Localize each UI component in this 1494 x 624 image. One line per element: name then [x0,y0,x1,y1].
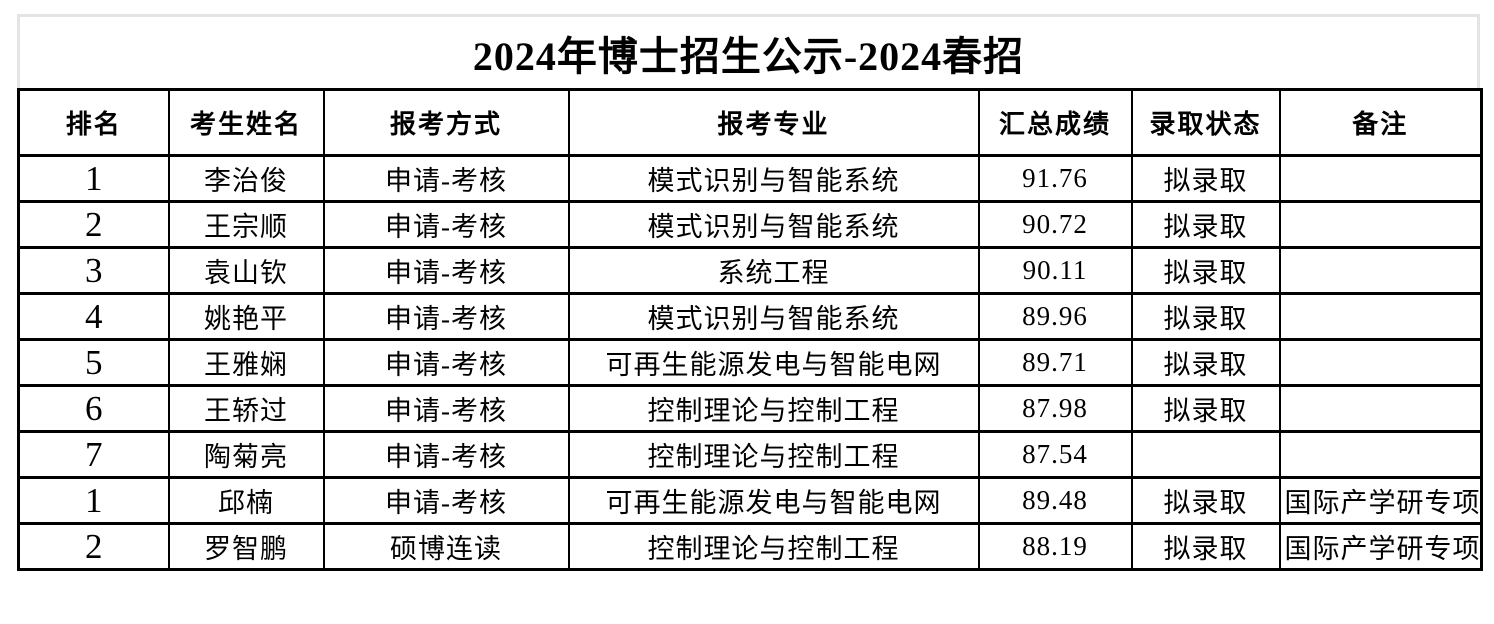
cell-remark [1278,154,1483,203]
cell-remark [1278,246,1483,295]
cell-method: 申请-考核 [322,338,570,387]
cell-score: 90.72 [977,200,1133,249]
column-header-remark: 备注 [1278,88,1483,157]
cell-score: 89.48 [977,476,1133,525]
column-header-status: 录取状态 [1130,88,1281,157]
cell-remark [1278,292,1483,341]
table-row: 7 陶菊亮 申请-考核 控制理论与控制工程 87.54 [17,430,1483,479]
cell-major: 模式识别与智能系统 [567,200,980,249]
cell-name: 李治俊 [167,154,325,203]
page-title: 2024年博士招生公示-2024春招 [17,14,1480,88]
cell-score: 91.76 [977,154,1133,203]
cell-name: 罗智鹏 [167,522,325,571]
cell-rank: 3 [17,246,170,295]
table-row: 6 王轿过 申请-考核 控制理论与控制工程 87.98 拟录取 [17,384,1483,433]
cell-major: 可再生能源发电与智能电网 [567,476,980,525]
cell-rank: 7 [17,430,170,479]
table-header-row: 排名 考生姓名 报考方式 报考专业 汇总成绩 录取状态 备注 [17,88,1483,157]
cell-major: 模式识别与智能系统 [567,292,980,341]
column-header-name: 考生姓名 [167,88,325,157]
cell-major: 可再生能源发电与智能电网 [567,338,980,387]
cell-score: 90.11 [977,246,1133,295]
cell-method: 申请-考核 [322,200,570,249]
cell-remark: 国际产学研专项 [1278,476,1483,525]
cell-name: 王宗顺 [167,200,325,249]
cell-rank: 2 [17,522,170,571]
cell-status: 拟录取 [1130,154,1281,203]
cell-method: 申请-考核 [322,430,570,479]
cell-rank: 4 [17,292,170,341]
cell-major: 控制理论与控制工程 [567,522,980,571]
cell-major: 系统工程 [567,246,980,295]
cell-remark: 国际产学研专项 [1278,522,1483,571]
column-header-major: 报考专业 [567,88,980,157]
announcement-sheet: 2024年博士招生公示-2024春招 排名 考生姓名 报考方式 报考专业 汇总成… [17,14,1483,571]
cell-remark [1278,430,1483,479]
cell-method: 申请-考核 [322,476,570,525]
cell-remark [1278,338,1483,387]
cell-score: 88.19 [977,522,1133,571]
cell-method: 申请-考核 [322,154,570,203]
cell-name: 邱楠 [167,476,325,525]
table-row: 3 袁山钦 申请-考核 系统工程 90.11 拟录取 [17,246,1483,295]
cell-score: 87.98 [977,384,1133,433]
cell-status: 拟录取 [1130,246,1281,295]
cell-score: 87.54 [977,430,1133,479]
cell-method: 申请-考核 [322,384,570,433]
cell-rank: 1 [17,154,170,203]
page-title-text: 2024年博士招生公示-2024春招 [472,33,1025,79]
cell-method: 硕博连读 [322,522,570,571]
table-row: 2 罗智鹏 硕博连读 控制理论与控制工程 88.19 拟录取 国际产学研专项 [17,522,1483,571]
cell-status: 拟录取 [1130,476,1281,525]
cell-name: 姚艳平 [167,292,325,341]
cell-status: 拟录取 [1130,200,1281,249]
column-header-method: 报考方式 [322,88,570,157]
cell-rank: 5 [17,338,170,387]
cell-status: 拟录取 [1130,522,1281,571]
cell-status: 拟录取 [1130,384,1281,433]
cell-major: 模式识别与智能系统 [567,154,980,203]
admission-table: 排名 考生姓名 报考方式 报考专业 汇总成绩 录取状态 备注 1 李治俊 申请-… [17,88,1483,571]
table-row: 1 邱楠 申请-考核 可再生能源发电与智能电网 89.48 拟录取 国际产学研专… [17,476,1483,525]
cell-remark [1278,200,1483,249]
cell-name: 王轿过 [167,384,325,433]
cell-name: 袁山钦 [167,246,325,295]
column-header-score: 汇总成绩 [977,88,1133,157]
cell-method: 申请-考核 [322,246,570,295]
cell-major: 控制理论与控制工程 [567,384,980,433]
table-row: 5 王雅娴 申请-考核 可再生能源发电与智能电网 89.71 拟录取 [17,338,1483,387]
cell-rank: 1 [17,476,170,525]
column-header-rank: 排名 [17,88,170,157]
cell-method: 申请-考核 [322,292,570,341]
table-row: 4 姚艳平 申请-考核 模式识别与智能系统 89.96 拟录取 [17,292,1483,341]
cell-status: 拟录取 [1130,292,1281,341]
table-row: 1 李治俊 申请-考核 模式识别与智能系统 91.76 拟录取 [17,154,1483,203]
cell-name: 陶菊亮 [167,430,325,479]
cell-major: 控制理论与控制工程 [567,430,980,479]
cell-status [1130,430,1281,479]
cell-score: 89.71 [977,338,1133,387]
cell-rank: 2 [17,200,170,249]
cell-rank: 6 [17,384,170,433]
table-row: 2 王宗顺 申请-考核 模式识别与智能系统 90.72 拟录取 [17,200,1483,249]
cell-score: 89.96 [977,292,1133,341]
cell-status: 拟录取 [1130,338,1281,387]
cell-name: 王雅娴 [167,338,325,387]
cell-remark [1278,384,1483,433]
